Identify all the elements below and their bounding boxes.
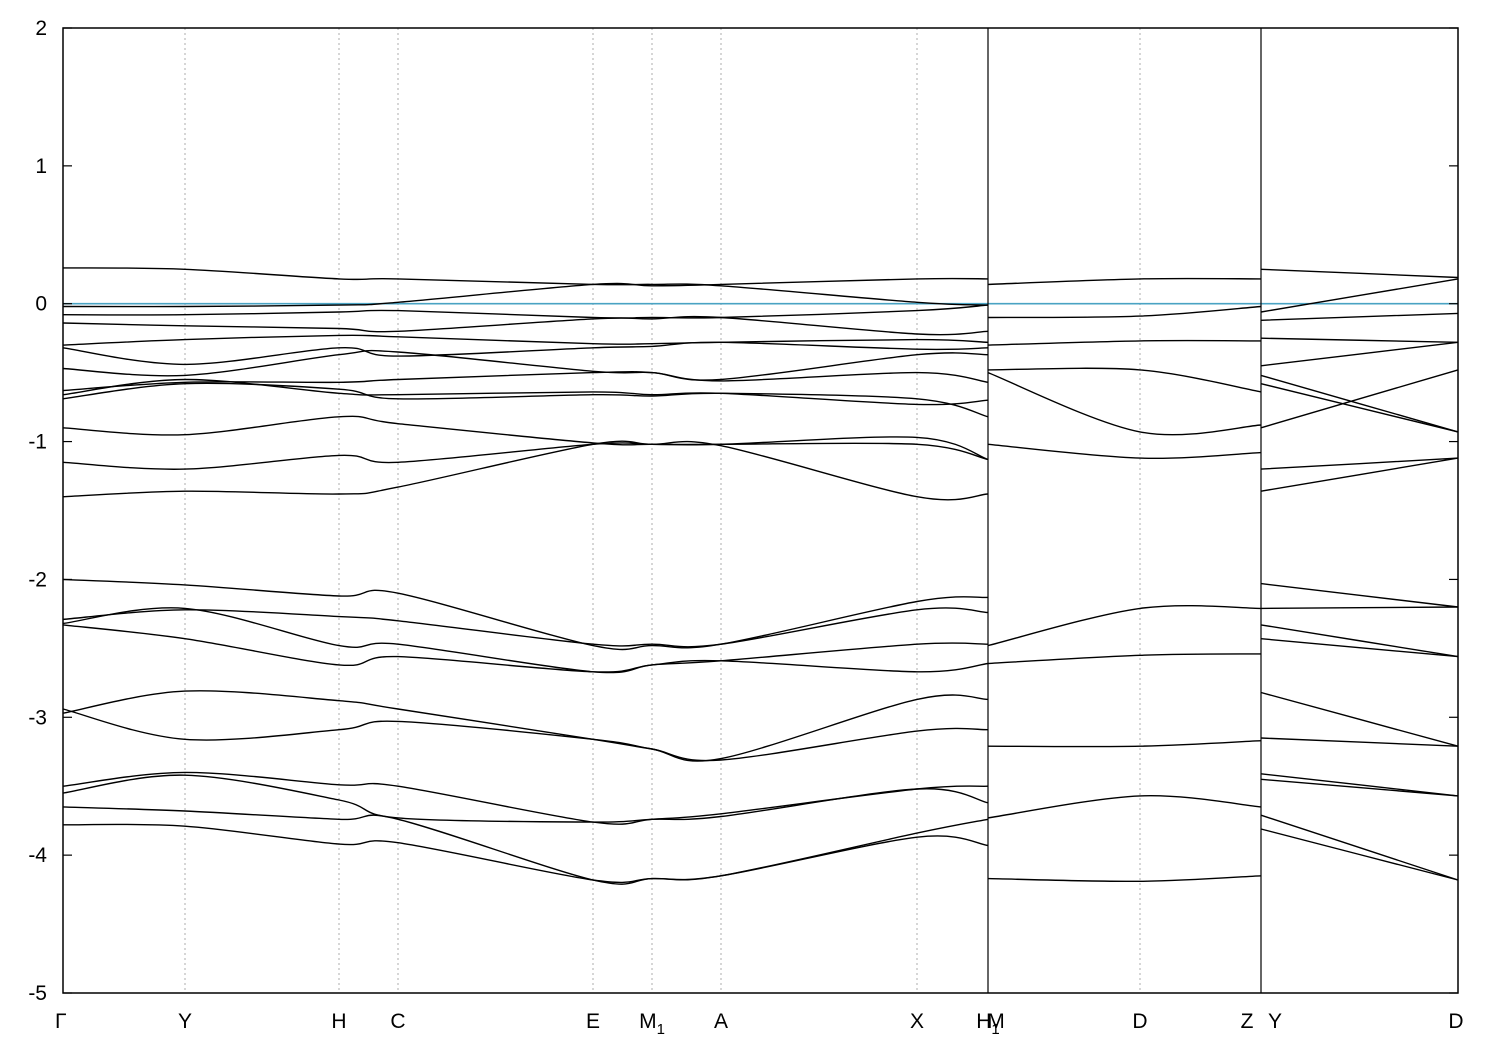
- y-tick-label: -1: [28, 431, 47, 454]
- y-tick-label: -3: [28, 706, 47, 729]
- band-s1-4: [987, 367, 1262, 393]
- band-s0-22: [62, 823, 989, 884]
- x-tick-label: A: [714, 1010, 728, 1033]
- band-s0-2: [62, 304, 989, 319]
- band-s2-9: [1260, 457, 1459, 492]
- band-s1-10: [987, 875, 1262, 883]
- y-tick-label: 1: [35, 155, 47, 178]
- band-s1-9: [987, 794, 1262, 819]
- x-tick-label: E: [586, 1010, 600, 1033]
- band-s0-15: [62, 607, 989, 674]
- x-tick-label: D: [1448, 1010, 1463, 1033]
- x-tick-label: X: [910, 1010, 924, 1033]
- y-axis-ticks: 2 1 0 -1 -2 -3 -4 -5: [28, 17, 1458, 1005]
- x-tick-label: Γ: [55, 1010, 67, 1033]
- y-tick-label: -4: [28, 844, 47, 867]
- band-s2-5: [1260, 374, 1459, 433]
- band-s2-4: [1260, 337, 1459, 343]
- band-s2-10: [1260, 582, 1459, 608]
- band-s0-4: [62, 334, 989, 346]
- band-s0-17: [62, 690, 989, 762]
- band-s2-2: [1260, 312, 1459, 321]
- x-tick-label: Y: [178, 1010, 192, 1033]
- band-s0-20: [62, 774, 989, 823]
- x-tick-label: M1: [639, 1010, 665, 1038]
- band-s0-18: [62, 708, 989, 762]
- band-s2-16: [1260, 773, 1459, 797]
- band-s0-8: [62, 378, 989, 406]
- band-s0-11: [62, 440, 989, 501]
- x-tick-label: C: [390, 1010, 405, 1033]
- band-s0-10: [62, 415, 989, 461]
- band-s1-0: [987, 277, 1262, 286]
- band-s0-12: [62, 436, 989, 498]
- x-axis-ticks: Γ Y H C E M1 A X H1M D Z Y D: [55, 1010, 1464, 1038]
- band-s0-13: [62, 578, 989, 651]
- segment-breaks: [987, 28, 1262, 993]
- band-s2-18: [1260, 814, 1459, 881]
- band-s2-12: [1260, 624, 1459, 658]
- band-s1-2: [987, 339, 1262, 346]
- band-s0-16: [62, 624, 989, 673]
- band-s0-7: [62, 371, 989, 392]
- band-s2-11: [1260, 606, 1459, 610]
- band-s0-0: [62, 267, 989, 306]
- band-s2-6: [1260, 383, 1459, 433]
- y-tick-label: -5: [28, 982, 47, 1005]
- band-s2-8: [1260, 457, 1459, 470]
- band-s2-19: [1260, 828, 1459, 881]
- x-tick-label: D: [1132, 1010, 1147, 1033]
- band-s1-5: [987, 443, 1262, 460]
- x-tick-label: Y: [1268, 1010, 1282, 1033]
- band-s2-15: [1260, 737, 1459, 747]
- band-s0-19: [62, 771, 989, 825]
- band-s1-1: [987, 305, 1262, 319]
- x-tick-label: Z: [1241, 1010, 1254, 1033]
- vertical-gridlines: [184, 28, 1262, 993]
- band-lines: [62, 267, 1459, 885]
- x-tick-label: M: [987, 1010, 1005, 1033]
- band-s0-14: [62, 607, 989, 648]
- band-s2-14: [1260, 691, 1459, 747]
- band-s2-17: [1260, 778, 1459, 797]
- band-s0-5: [62, 341, 989, 366]
- band-s1-7: [987, 653, 1262, 665]
- band-s0-9: [62, 382, 989, 418]
- band-s0-21: [62, 806, 989, 885]
- y-tick-label: 2: [35, 17, 47, 40]
- plot-frame: [62, 27, 1459, 994]
- y-tick-label: -2: [28, 568, 47, 591]
- band-s2-0: [1260, 268, 1459, 279]
- band-s2-13: [1260, 638, 1459, 658]
- band-s2-7: [1260, 369, 1459, 429]
- x-tick-label: H: [331, 1010, 346, 1033]
- band-s2-3: [1260, 341, 1459, 367]
- band-s0-1: [62, 277, 989, 308]
- band-s0-6: [62, 349, 989, 381]
- band-s1-6: [987, 604, 1262, 647]
- band-s2-1: [1260, 278, 1459, 313]
- y-tick-label: 0: [35, 293, 47, 316]
- band-s1-3: [987, 371, 1262, 436]
- band-s1-8: [987, 740, 1262, 748]
- x-tick-label: H1: [976, 1010, 1000, 1038]
- band-s0-3: [62, 315, 989, 336]
